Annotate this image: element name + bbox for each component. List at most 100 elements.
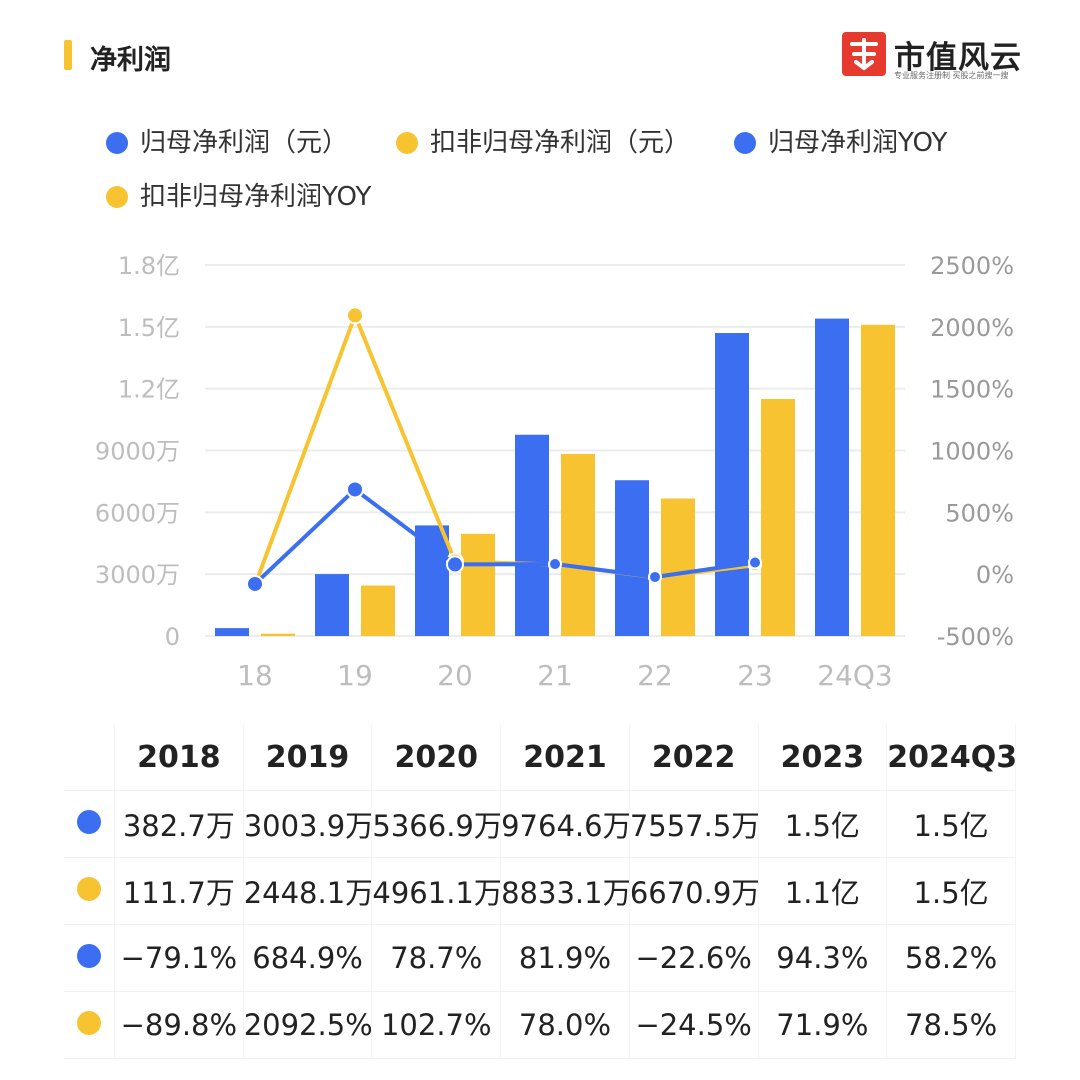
x-axis-tick-label: 19 [337,659,373,692]
bar-net-profit [515,434,549,636]
table-row: −79.1% 684.9% 78.7% 81.9% −22.6% 94.3% 58.2% [64,924,1016,992]
right-axis-tick-label: 1000% [930,438,1014,466]
brand-tagline: 专业服务注册制 买股之前搜一搜 [894,71,1009,80]
table-header-cell: 2024Q3 [886,724,1016,791]
line-point [346,306,364,325]
x-axis-tick-label: 18 [237,659,273,692]
table-row-marker [64,790,115,858]
left-axis-tick-label: 1.8亿 [118,252,180,280]
table-cell: 1.5亿 [886,790,1016,858]
left-axis-tick-label: 0 [165,623,180,651]
brand-logo: 市值风云 专业服务注册制 买股之前搜一搜 [842,32,1032,82]
table-cell: −89.8% [114,991,244,1059]
table-cell: 7557.5万 [629,790,759,858]
left-axis-tick-label: 3000万 [95,561,180,589]
bar-deducted-net-profit [461,533,495,636]
legend-dot-icon [396,132,418,154]
table-row-marker [64,991,115,1059]
header: 净利润 市值风云 专业服务注册制 买股之前搜一搜 [0,0,1080,100]
table-header-cell: 2021 [500,724,630,791]
legend-item-deducted-net-profit-yoy[interactable]: 扣非归母净利润YOY [106,176,371,213]
table-cell: −22.6% [629,924,759,992]
left-axis-tick-label: 9000万 [95,438,180,466]
table-row: 111.7万 2448.1万 4961.1万 8833.1万 6670.9万 1.1亿 1.… [64,857,1016,925]
line-point [246,574,264,593]
table-cell: 6670.9万 [629,857,759,925]
title-accent-bar [64,40,72,70]
table-cell: 382.7万 [114,790,244,858]
legend-dot-icon [106,132,128,154]
table-cell: 111.7万 [114,857,244,925]
bar-net-profit [615,480,649,636]
series-dot-icon [77,877,101,901]
table-corner-cell [64,724,115,791]
bar-deducted-net-profit [661,498,695,636]
left-axis-tick-label: 6000万 [95,499,180,527]
table-cell: 1.1亿 [758,857,888,925]
table-header-cell: 2020 [371,724,502,791]
legend-dot-icon [734,132,756,154]
bar-deducted-net-profit [761,398,795,636]
table-cell: −24.5% [629,991,759,1059]
line-point [446,555,464,574]
right-axis-tick-label: 0% [976,561,1014,589]
bar-deducted-net-profit [361,585,395,636]
bar-net-profit [315,574,349,636]
bar-deducted-net-profit [861,324,895,636]
legend-label: 扣非归母净利润（元） [430,128,691,158]
bar-net-profit [715,333,749,636]
table-cell: 71.9% [758,991,888,1059]
table-cell: 2448.1万 [243,857,373,925]
table-cell: 5366.9万 [371,790,502,858]
page-title: 净利润 [90,45,171,76]
data-table: 2018 2019 2020 2021 2022 2023 2024Q3 382.7万 3003… [64,724,1016,1060]
legend-label: 归母净利润YOY [768,128,948,158]
legend-label: 归母净利润（元） [140,128,349,158]
x-axis-tick-label: 22 [637,659,673,692]
legend-item-net-profit[interactable]: 归母净利润（元） [106,122,348,159]
left-axis-tick-label: 1.2亿 [118,376,180,404]
x-axis-tick-label: 24Q3 [817,659,892,692]
legend-item-net-profit-yoy[interactable]: 归母净利润YOY [734,122,947,159]
net-profit-chart: 0 3000万 6000万 9000万 1.2亿 1.5亿 1.8亿 -500% 0% 500% 1… [95,252,1014,692]
legend-dot-icon [106,186,128,208]
table-cell: 8833.1万 [500,857,630,925]
table-cell: 9764.6万 [500,790,630,858]
left-axis-tick-label: 1.5亿 [118,314,180,342]
table-cell: 78.7% [371,924,502,992]
table-cell: 81.9% [500,924,630,992]
table-cell: 4961.1万 [371,857,502,925]
table-cell: 78.5% [886,991,1016,1059]
x-axis-tick-label: 20 [437,659,473,692]
legend-item-deducted-net-profit[interactable]: 扣非归母净利润（元） [396,122,690,159]
table-cell: 1.5亿 [758,790,888,858]
x-axis-tick-label: 23 [737,659,773,692]
line-point [346,480,364,499]
series-dot-icon [77,810,101,834]
line-net-profit-yoy [253,487,756,586]
bar-deducted-net-profit [561,453,595,636]
table-header-cell: 2023 [758,724,888,791]
table-row: 382.7万 3003.9万 5366.9万 9764.6万 7557.5万 1.5亿 1.… [64,790,1016,858]
brand-logo-icon [842,32,886,76]
right-axis-tick-label: -500% [937,623,1014,651]
chart-area: 0 3000万 6000万 9000万 1.2亿 1.5亿 1.8亿 -500% 0% 500% 1… [0,240,1080,710]
right-axis-tick-label: 1500% [930,376,1014,404]
table-header-cell: 2019 [243,724,373,791]
table-cell: 102.7% [371,991,502,1059]
brand-name: 市值风云 [894,40,1022,76]
table-row: −89.8% 2092.5% 102.7% 78.0% −24.5% 71.9% 78.5% [64,991,1016,1059]
line-point [548,557,562,572]
table-cell: −79.1% [114,924,244,992]
bar-net-profit [815,318,849,636]
bar-net-profit [415,525,449,636]
right-axis-tick-label: 500% [945,499,1014,527]
right-axis-tick-label: 2000% [930,314,1014,342]
table-row-marker [64,924,115,992]
table-cell: 94.3% [758,924,888,992]
table-cell: 1.5亿 [886,857,1016,925]
right-axis-tick-label: 2500% [930,252,1014,280]
table-header-cell: 2022 [629,724,759,791]
table-header-cell: 2018 [114,724,244,791]
table-header-row: 2018 2019 2020 2021 2022 2023 2024Q3 [64,724,1016,791]
